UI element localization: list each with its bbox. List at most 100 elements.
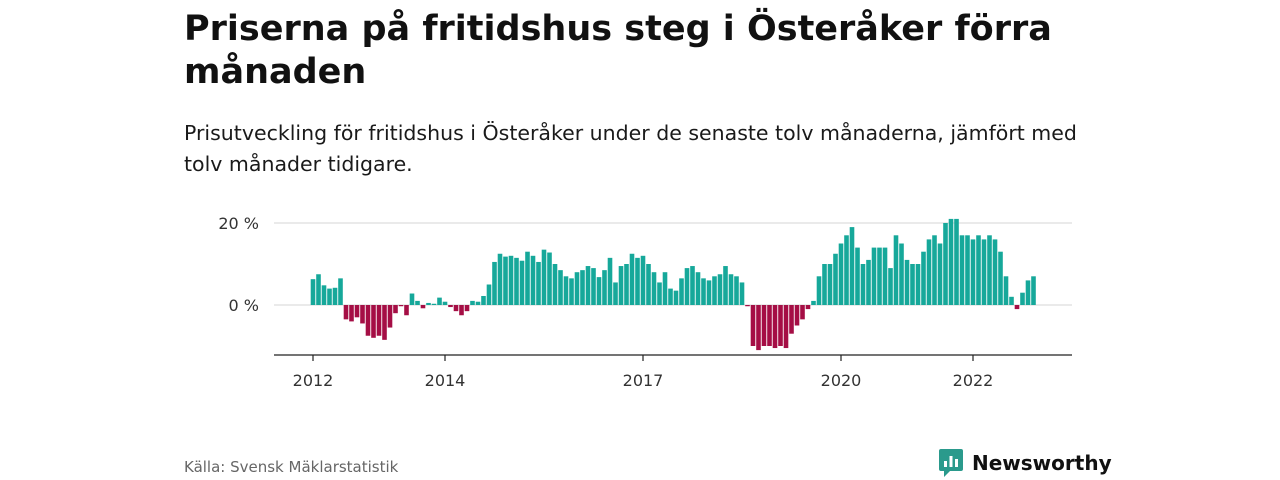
- bar: [453, 305, 459, 312]
- bar: [448, 305, 453, 308]
- bar: [1020, 292, 1025, 305]
- bar: [343, 305, 349, 320]
- bar: [541, 249, 547, 305]
- bar: [558, 270, 563, 305]
- bar: [948, 218, 954, 305]
- bar: [574, 272, 580, 305]
- bar: [310, 279, 316, 305]
- bar: [569, 278, 574, 305]
- y-tick-label: 0 %: [229, 296, 259, 315]
- bar: [987, 235, 992, 305]
- bar: [695, 272, 701, 305]
- bar: [349, 305, 354, 322]
- bar: [486, 284, 492, 305]
- bar: [332, 287, 338, 305]
- bar: [360, 305, 365, 324]
- bar: [734, 276, 739, 305]
- bar: [492, 261, 497, 305]
- bar: [563, 276, 569, 305]
- bar: [596, 277, 602, 305]
- bar: [794, 305, 800, 326]
- bar: [459, 305, 464, 316]
- bar: [739, 282, 745, 305]
- bar: [618, 266, 624, 305]
- y-tick-label: 20 %: [218, 214, 259, 233]
- bar: [728, 274, 734, 305]
- bar: [679, 278, 684, 305]
- bar: [387, 305, 393, 328]
- bar: [855, 247, 860, 305]
- bar: [800, 305, 805, 320]
- bar: [712, 276, 717, 305]
- bar: [602, 270, 607, 305]
- bar: [464, 305, 470, 312]
- bar: [591, 268, 596, 305]
- bar: [431, 303, 437, 305]
- bar: [481, 295, 486, 305]
- bars: [310, 218, 1036, 351]
- bar: [965, 235, 970, 305]
- bar: [519, 260, 525, 305]
- bar: [772, 305, 778, 349]
- bar: [992, 239, 998, 305]
- bar: [1014, 305, 1020, 310]
- bar: [866, 259, 871, 305]
- bar: [816, 276, 822, 305]
- bar: [882, 247, 888, 305]
- x-tick-label: 2022: [953, 371, 994, 390]
- bar: [943, 223, 948, 305]
- bar: [409, 293, 415, 305]
- x-tick-label: 2012: [293, 371, 334, 390]
- bar: [827, 264, 833, 305]
- bar: [778, 305, 783, 346]
- bar: [475, 301, 481, 305]
- bar: [552, 264, 558, 305]
- bar: [442, 301, 448, 305]
- bar: [833, 253, 838, 305]
- bar: [426, 302, 431, 305]
- bar: [497, 253, 503, 305]
- bar: [717, 274, 723, 305]
- bar: [651, 272, 657, 305]
- bar: [371, 305, 376, 338]
- bar: [811, 300, 816, 305]
- bar: [613, 282, 618, 305]
- bar: [838, 243, 844, 305]
- x-tick-label: 2017: [623, 371, 664, 390]
- bar: [376, 305, 382, 336]
- bar: [745, 305, 750, 307]
- bar: [327, 288, 332, 305]
- bar: [937, 243, 943, 305]
- bar: [877, 247, 882, 305]
- bar: [783, 305, 789, 349]
- bar: [910, 264, 915, 305]
- bar: [635, 257, 640, 305]
- bar: [954, 218, 959, 305]
- brand-logo[interactable]: Newsworthy: [938, 448, 1112, 478]
- bar: [607, 257, 613, 305]
- bar: [338, 278, 343, 305]
- bar: [860, 264, 866, 305]
- bar: [321, 285, 327, 305]
- bar: [580, 270, 585, 305]
- bar: [585, 266, 591, 305]
- bar: [662, 272, 668, 305]
- bar: [915, 264, 921, 305]
- bar: [684, 268, 690, 305]
- bar: [959, 235, 965, 305]
- bar: [536, 261, 541, 305]
- bar: [404, 305, 409, 316]
- bar: [899, 243, 904, 305]
- bar: [706, 280, 712, 305]
- bar: [789, 305, 794, 334]
- bar: [701, 278, 706, 305]
- bar: [673, 290, 679, 305]
- bar: [415, 300, 420, 305]
- bar: [668, 288, 673, 305]
- bar: [805, 305, 811, 310]
- bar: [998, 251, 1003, 305]
- bar: [1031, 276, 1036, 305]
- bar: [354, 305, 360, 318]
- chart-subtitle: Prisutveckling för fritidshus i Österåke…: [184, 121, 1077, 176]
- bar: [508, 255, 514, 305]
